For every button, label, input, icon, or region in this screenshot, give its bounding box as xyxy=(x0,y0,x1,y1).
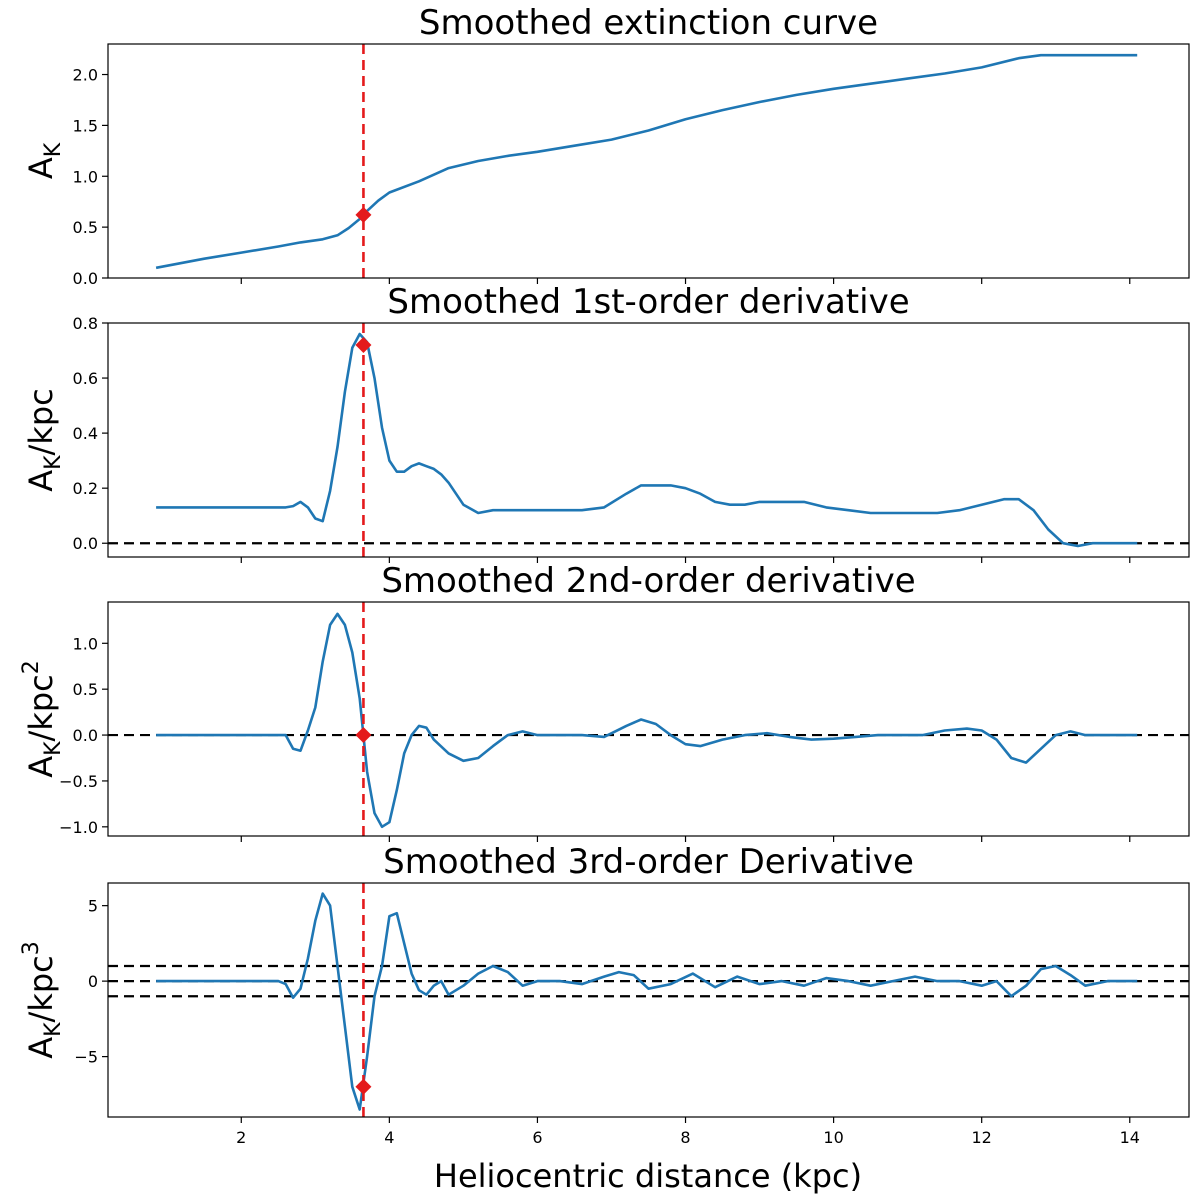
panels: Smoothed extinction curve 0.0 0.5 1.0 1.5 2.0… xyxy=(19,3,1190,1147)
y-label-main: A xyxy=(22,1037,60,1059)
y-tick-label: −1.0 xyxy=(59,818,98,837)
y-tick-label: 0.5 xyxy=(73,218,98,237)
x-tick-label: 2 xyxy=(236,1128,246,1147)
y-label-superscript: 2 xyxy=(19,660,44,674)
y-tick-label: 0.5 xyxy=(73,680,98,699)
panel-frame xyxy=(107,43,1190,279)
panel-1: Smoothed extinction curve 0.0 0.5 1.0 1.5 2.0… xyxy=(22,3,1190,288)
data-series-line xyxy=(156,612,1138,829)
data-series-line xyxy=(156,892,1138,1111)
y-label-suffix: /kpc xyxy=(22,674,60,741)
plot-area xyxy=(108,602,1189,836)
y-tick-label: 5 xyxy=(88,897,98,916)
y-label-subscript: K xyxy=(41,455,66,470)
x-tick-label: 8 xyxy=(680,1128,690,1147)
y-label-subscript: K xyxy=(41,142,66,157)
diamond-marker xyxy=(355,727,372,744)
y-axis-label: AK/kpc xyxy=(22,388,66,492)
y-tick-label: 0.8 xyxy=(73,314,98,333)
x-tick-label: 14 xyxy=(1120,1128,1140,1147)
y-label-main: A xyxy=(22,157,60,179)
x-tick-label: 6 xyxy=(532,1128,542,1147)
y-label-main: A xyxy=(22,756,60,778)
x-tick-label: 12 xyxy=(972,1128,992,1147)
y-tick-label: 0.6 xyxy=(73,369,98,388)
panel-frame xyxy=(107,322,1190,558)
y-label-superscript: 3 xyxy=(19,941,44,955)
plot-area xyxy=(108,323,1189,557)
y-label-subscript: K xyxy=(41,1022,66,1037)
y-axis-label: AK/kpc3 xyxy=(19,941,66,1059)
plot-area xyxy=(155,44,1138,278)
y-tick-label: 0.0 xyxy=(73,534,98,553)
panel-frame xyxy=(107,882,1190,1118)
y-tick-label: 2.0 xyxy=(73,66,98,85)
y-tick-label: 0.4 xyxy=(73,424,98,443)
panel-title: Smoothed extinction curve xyxy=(419,3,878,43)
y-tick-label: 1.5 xyxy=(73,116,98,135)
y-label-main: A xyxy=(22,470,60,492)
y-label-suffix: /kpc xyxy=(22,388,60,455)
diamond-marker xyxy=(355,206,372,223)
panel-title: Smoothed 2nd-order derivative xyxy=(381,561,915,601)
y-tick-label: 1.0 xyxy=(73,634,98,653)
diamond-marker xyxy=(355,1078,372,1095)
diamond-marker xyxy=(355,337,372,354)
y-tick-label: 0.0 xyxy=(73,269,98,288)
panel-title: Smoothed 1st-order derivative xyxy=(387,282,909,322)
y-axis-label: AK xyxy=(22,142,66,179)
panel-3: Smoothed 2nd-order derivative −1.0 −0.5 0.0… xyxy=(19,561,1190,842)
y-tick-label: 0.2 xyxy=(73,479,98,498)
x-tick-label: 4 xyxy=(384,1128,394,1147)
y-axis-label: AK/kpc2 xyxy=(19,660,66,778)
x-tick-label: 10 xyxy=(823,1128,843,1147)
plot-area xyxy=(108,883,1189,1117)
y-label-suffix: /kpc xyxy=(22,955,60,1022)
y-tick-label: −0.5 xyxy=(59,772,98,791)
data-series-line xyxy=(155,53,1138,270)
panel-2: Smoothed 1st-order derivative 0.0 0.2 0.4 0.… xyxy=(22,282,1190,563)
y-label-subscript: K xyxy=(41,741,66,756)
y-tick-label: 0.0 xyxy=(73,726,98,745)
y-tick-label: 0 xyxy=(88,972,98,991)
panel-title: Smoothed 3rd-order Derivative xyxy=(383,842,914,882)
panel-4: Smoothed 3rd-order Derivative −5 0 5 2 4 6 8 10 1… xyxy=(19,842,1190,1147)
x-axis-label: Heliocentric distance (kpc) xyxy=(434,1157,862,1195)
y-tick-label: 1.0 xyxy=(73,167,98,186)
panel-frame xyxy=(107,601,1190,837)
data-series-line xyxy=(156,332,1138,548)
y-tick-label: −5 xyxy=(74,1048,98,1067)
